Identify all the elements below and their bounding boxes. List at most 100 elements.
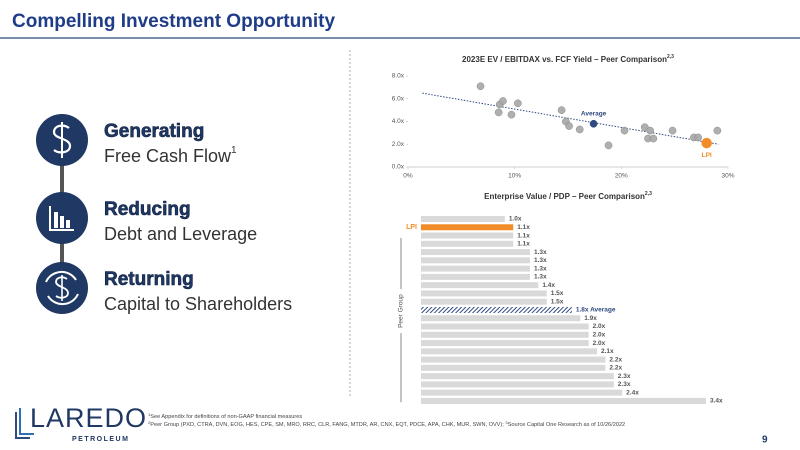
logo: LAREDO PETROLEUM [15, 403, 147, 443]
footnote-text: Source Capital One Research as of 10/26/… [508, 422, 626, 428]
scatter-point [575, 125, 584, 134]
x-tick-label: 10% [508, 173, 521, 180]
scatter-point [649, 134, 658, 143]
bar [421, 381, 614, 388]
pillar-subtitle-text: Capital to Shareholders [104, 294, 292, 314]
value-label: 2.2x [609, 356, 622, 363]
bar [421, 306, 572, 313]
value-label: 1.3x [534, 265, 547, 272]
bar [421, 298, 547, 305]
scatter-point [604, 141, 613, 150]
y-tick-label: 6.0x [392, 95, 405, 102]
icon-chart-down [36, 192, 88, 244]
scatter-point [494, 108, 503, 117]
bar [421, 323, 589, 330]
bar [421, 290, 547, 297]
value-label: 2.3x [618, 381, 631, 388]
x-tick-label: 0% [403, 173, 413, 180]
value-label: 1.3x [534, 257, 547, 264]
y-tick-label: 2.0x [392, 141, 405, 148]
value-label: 1.9x [584, 315, 597, 322]
x-tick-label: 30% [721, 173, 734, 180]
bar [421, 373, 614, 380]
logo-name: LAREDO [30, 403, 147, 433]
scatter-point [476, 82, 485, 91]
pillar-title: Reducing [104, 199, 191, 220]
x-tick-label: 20% [615, 173, 628, 180]
value-label: 2.1x [601, 348, 614, 355]
chart-title-text: Enterprise Value / PDP – Peer Comparison [484, 192, 645, 201]
bar [421, 315, 581, 322]
footnote-text: See Appendix for definitions of non-GAAP… [150, 414, 302, 420]
category-label: LPI [406, 224, 417, 231]
pillar-subtitle: Debt and Leverage [104, 224, 257, 244]
value-label: 1.3x [534, 274, 547, 281]
pillar-subtitle: Capital to Shareholders [104, 294, 292, 314]
footnote-text: Peer Group (PXD, CTRA, DVN, EOG, HES, CP… [150, 422, 505, 428]
scatter-point [499, 97, 507, 105]
value-label: 2.0x [593, 340, 606, 347]
chart-title-sup: 2,3 [667, 54, 674, 60]
pillar-subtitle-text: Debt and Leverage [104, 224, 257, 244]
value-label: 2.0x [593, 331, 606, 338]
value-label: 1.0x [509, 216, 522, 223]
value-label: 1.5x [551, 298, 564, 305]
scatter-point [557, 106, 566, 114]
bar [421, 232, 514, 239]
value-label: 2.2x [609, 365, 622, 372]
y-tick-label: 0.0x [392, 164, 405, 171]
scatter-point [668, 126, 677, 135]
scatter-point [701, 137, 712, 149]
footnote-mark: 3 [505, 420, 508, 425]
scatter-point [646, 126, 654, 135]
scatter-point [694, 133, 702, 142]
y-tick-label: 8.0x [392, 73, 405, 80]
bar [421, 340, 589, 347]
trendline [422, 92, 719, 145]
bar [421, 249, 530, 256]
value-label: 2.3x [618, 373, 631, 380]
value-label: 1.8x Average [576, 307, 616, 314]
y-axis-label: Peer Group [398, 294, 405, 328]
pillar-subtitle-text: Free Cash Flow [104, 146, 232, 166]
value-label: 1.1x [517, 241, 530, 248]
bar [421, 273, 530, 280]
bar [421, 356, 606, 363]
bar [421, 265, 530, 272]
page-number: 9 [762, 435, 768, 446]
bar [421, 240, 514, 247]
bar [421, 224, 514, 231]
scatter-point [507, 110, 516, 119]
pillar-title: Generating [104, 121, 204, 142]
bar [421, 331, 589, 338]
pillar-title: Returning [104, 269, 194, 290]
footnote-mark: 1 [148, 412, 151, 417]
chart-title-text: 2023E EV / EBITDAX vs. FCF Yield – Peer … [462, 55, 667, 64]
bar [421, 348, 598, 355]
scatter-point [589, 119, 598, 128]
icon-dollar [36, 114, 88, 166]
scatter-point [565, 122, 573, 130]
y-tick-label: 4.0x [392, 118, 405, 125]
footnote: 1See Appendix for definitions of non-GAA… [148, 412, 302, 420]
value-label: 2.4x [626, 389, 639, 396]
chart-title: 2023E EV / EBITDAX vs. FCF Yield – Peer … [462, 54, 674, 64]
bar [421, 397, 706, 404]
value-label: 2.0x [593, 323, 606, 330]
value-label: 1.4x [542, 282, 555, 289]
value-label: 3.4x [710, 398, 723, 405]
bar [421, 389, 623, 396]
value-label: 1.1x [517, 232, 530, 239]
icon-return [36, 262, 88, 314]
point-label: Average [581, 110, 607, 117]
logo-sub: PETROLEUM [72, 436, 129, 443]
pillar-subtitle: Free Cash Flow1 [104, 145, 237, 166]
footnote: 2Peer Group (PXD, CTRA, DVN, EOG, HES, C… [148, 420, 625, 428]
chart-title-sup: 2,3 [645, 191, 652, 197]
value-label: 1.1x [517, 224, 530, 231]
point-label: LPI [702, 152, 712, 159]
chart-title: Enterprise Value / PDP – Peer Comparison… [484, 191, 652, 201]
value-label: 1.5x [551, 290, 564, 297]
